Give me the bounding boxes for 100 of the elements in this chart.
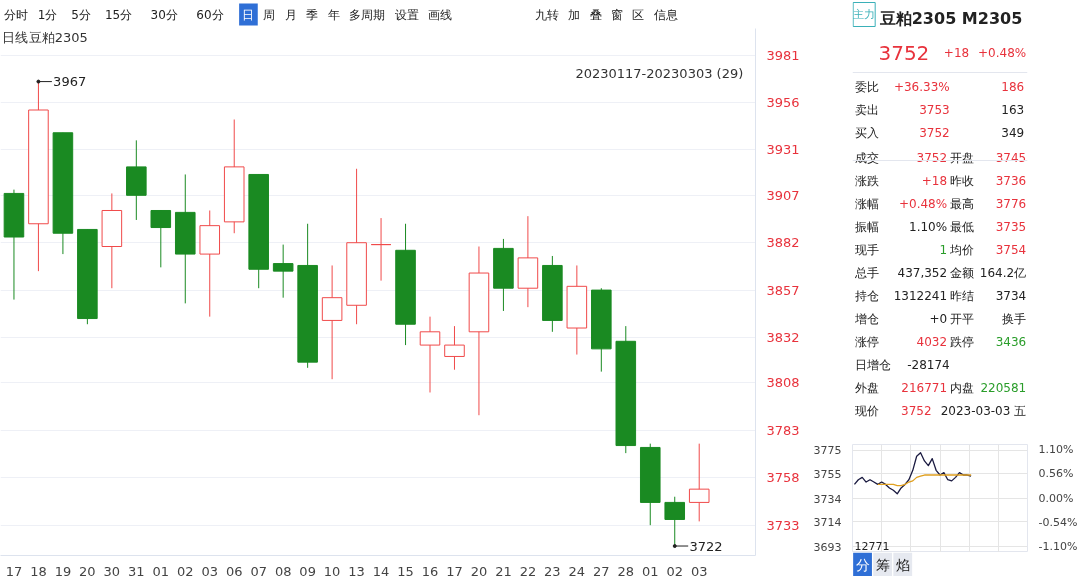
x-tick-label: 01 bbox=[641, 563, 659, 578]
y-tick-label: 3783 bbox=[766, 422, 800, 438]
text: 昨结 bbox=[949, 288, 974, 303]
candlestick bbox=[321, 264, 343, 380]
text: 3734 bbox=[995, 289, 1027, 303]
text: 1 bbox=[939, 243, 948, 257]
text: 1.10% bbox=[909, 219, 948, 234]
text: 卖出 bbox=[855, 102, 880, 117]
text: 60分 bbox=[196, 7, 224, 22]
text: 叠 bbox=[589, 7, 602, 22]
text: 季 bbox=[306, 7, 319, 22]
y-tick-label: 3857 bbox=[766, 282, 800, 298]
annotation: 3967 bbox=[53, 74, 87, 90]
text: 3752 bbox=[901, 404, 932, 418]
text: 15分 bbox=[104, 7, 133, 22]
x-tick-label: 03 bbox=[690, 563, 708, 578]
y2-tick-label: -0.54% bbox=[1038, 515, 1078, 529]
text: 349 bbox=[1001, 126, 1025, 140]
text: 筹 bbox=[875, 556, 890, 573]
y-tick-label: 3775 bbox=[813, 444, 842, 458]
x-tick-label: 13 bbox=[348, 563, 365, 578]
text: 总手 bbox=[854, 265, 880, 280]
text: 分 bbox=[855, 556, 870, 573]
text: 换手 bbox=[1002, 311, 1027, 326]
x-tick-label: 16 bbox=[421, 563, 439, 578]
text: 设置 bbox=[394, 7, 419, 22]
text: 豆粕2305 M2305 bbox=[878, 9, 1023, 28]
text: 买入 bbox=[855, 125, 880, 140]
y-tick-label: 3693 bbox=[813, 540, 842, 554]
text: 3436 bbox=[995, 335, 1027, 349]
text: 涨幅 bbox=[855, 196, 880, 211]
y2-tick-label: 0.00% bbox=[1038, 492, 1074, 505]
text: 3752 bbox=[878, 40, 930, 65]
candlestick bbox=[370, 217, 392, 282]
text: +36.33% bbox=[893, 79, 950, 94]
text: 画线 bbox=[428, 7, 453, 22]
x-tick-label: 03 bbox=[201, 563, 219, 578]
text: 内盘 bbox=[949, 380, 974, 395]
text: 窗 bbox=[611, 7, 624, 22]
candlestick bbox=[688, 443, 710, 522]
text: 3776 bbox=[995, 197, 1027, 211]
annotation: 豆粕2305 bbox=[28, 30, 88, 46]
text: +18 bbox=[943, 46, 970, 60]
text: 均价 bbox=[948, 242, 974, 257]
x-tick-label: 20 bbox=[79, 563, 96, 578]
y-tick-label: 3931 bbox=[766, 142, 800, 158]
text: 日增仓 bbox=[855, 357, 892, 372]
y-tick-label: 3981 bbox=[766, 47, 800, 63]
x-tick-label: 01 bbox=[152, 563, 170, 578]
x-tick-label: 27 bbox=[593, 563, 610, 578]
y-tick-label: 3758 bbox=[766, 470, 800, 486]
line-series bbox=[877, 474, 972, 487]
x-tick-label: 19 bbox=[54, 563, 72, 578]
x-tick-label: 15 bbox=[397, 563, 414, 578]
x-tick-label: 08 bbox=[274, 563, 292, 578]
x-tick-label: 31 bbox=[128, 563, 145, 578]
text: 现手 bbox=[855, 242, 880, 257]
annotation: 12771 bbox=[854, 539, 890, 553]
text: 3754 bbox=[995, 243, 1027, 257]
text: 4032 bbox=[916, 335, 948, 349]
text: 163 bbox=[1001, 103, 1025, 117]
text: 信息 bbox=[653, 7, 678, 22]
text: 金额 bbox=[949, 265, 974, 280]
x-tick-label: 22 bbox=[519, 563, 537, 578]
y-tick-label: 3808 bbox=[766, 375, 800, 391]
x-tick-label: 09 bbox=[299, 563, 316, 578]
text: 焰 bbox=[895, 556, 910, 573]
text: 分时 bbox=[4, 7, 29, 22]
text: 30分 bbox=[150, 7, 178, 22]
text: +0.48% bbox=[898, 196, 948, 211]
y-tick-label: 3755 bbox=[813, 467, 842, 481]
text: 3736 bbox=[995, 174, 1027, 188]
x-tick-label: 17 bbox=[5, 563, 23, 578]
x-tick-label: 07 bbox=[250, 563, 267, 578]
y-tick-label: 3733 bbox=[766, 517, 800, 533]
text: +0 bbox=[929, 312, 948, 326]
annotation: 20230117-20230303 (29) bbox=[575, 66, 744, 82]
x-tick-label: 06 bbox=[225, 563, 243, 578]
text: 昨收 bbox=[949, 173, 974, 188]
text: 最低 bbox=[949, 219, 974, 234]
text: 1分 bbox=[37, 7, 58, 22]
y-tick-label: 3956 bbox=[766, 94, 800, 110]
text: 220581 bbox=[980, 381, 1027, 395]
y-tick-label: 3882 bbox=[766, 235, 800, 251]
text: 5分 bbox=[71, 7, 91, 22]
candlestick bbox=[150, 209, 172, 268]
text: 涨跌 bbox=[855, 173, 880, 188]
x-tick-label: 17 bbox=[446, 563, 463, 578]
y-tick-label: 3734 bbox=[813, 492, 842, 506]
x-tick-label: 10 bbox=[323, 563, 341, 578]
text: 加 bbox=[568, 7, 581, 22]
text: 振幅 bbox=[855, 219, 880, 234]
text: 开平 bbox=[949, 311, 974, 326]
candlestick bbox=[419, 316, 441, 393]
text: 九转 bbox=[534, 7, 559, 22]
text: -28174 bbox=[907, 358, 950, 372]
x-tick-label: 02 bbox=[177, 563, 194, 578]
x-tick-label: 21 bbox=[495, 563, 512, 578]
y2-tick-label: 0.56% bbox=[1038, 467, 1074, 481]
text: 日 bbox=[241, 7, 254, 22]
